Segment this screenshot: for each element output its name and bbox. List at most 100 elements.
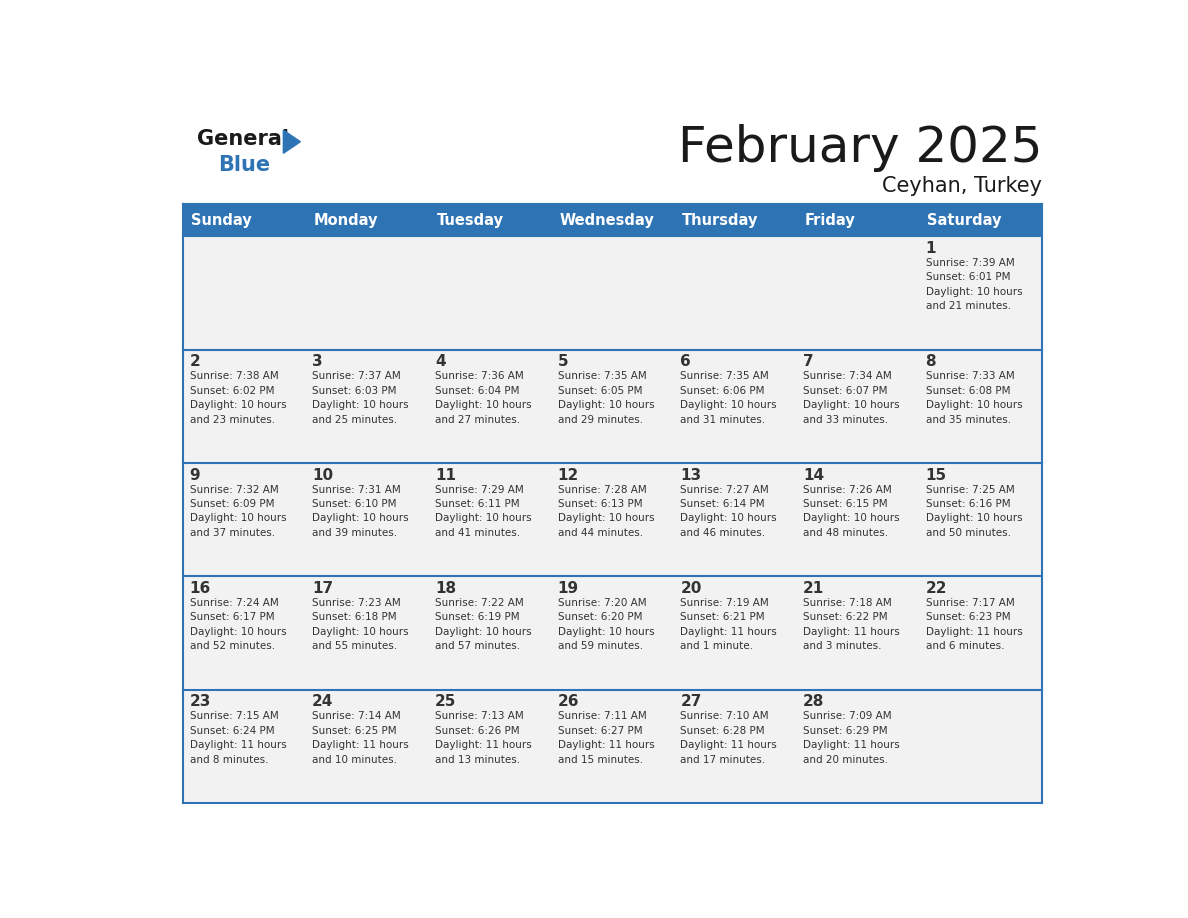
Text: Sunrise: 7:32 AM
Sunset: 6:09 PM
Daylight: 10 hours
and 37 minutes.: Sunrise: 7:32 AM Sunset: 6:09 PM Dayligh… bbox=[190, 485, 286, 538]
Text: Sunrise: 7:19 AM
Sunset: 6:21 PM
Daylight: 11 hours
and 1 minute.: Sunrise: 7:19 AM Sunset: 6:21 PM Dayligh… bbox=[681, 598, 777, 651]
Bar bbox=[183, 689, 307, 803]
Text: Sunrise: 7:31 AM
Sunset: 6:10 PM
Daylight: 10 hours
and 39 minutes.: Sunrise: 7:31 AM Sunset: 6:10 PM Dayligh… bbox=[312, 485, 409, 538]
Bar bbox=[920, 689, 1042, 803]
Text: Sunrise: 7:37 AM
Sunset: 6:03 PM
Daylight: 10 hours
and 25 minutes.: Sunrise: 7:37 AM Sunset: 6:03 PM Dayligh… bbox=[312, 372, 409, 424]
Text: 10: 10 bbox=[312, 468, 334, 483]
Text: Sunday: Sunday bbox=[191, 213, 252, 228]
Bar bbox=[183, 577, 307, 689]
Text: 5: 5 bbox=[557, 354, 568, 369]
Text: Sunrise: 7:20 AM
Sunset: 6:20 PM
Daylight: 10 hours
and 59 minutes.: Sunrise: 7:20 AM Sunset: 6:20 PM Dayligh… bbox=[557, 598, 655, 651]
Text: Sunrise: 7:11 AM
Sunset: 6:27 PM
Daylight: 11 hours
and 15 minutes.: Sunrise: 7:11 AM Sunset: 6:27 PM Dayligh… bbox=[557, 711, 655, 765]
Text: Sunrise: 7:09 AM
Sunset: 6:29 PM
Daylight: 11 hours
and 20 minutes.: Sunrise: 7:09 AM Sunset: 6:29 PM Dayligh… bbox=[803, 711, 899, 765]
Text: 9: 9 bbox=[190, 468, 201, 483]
Text: Sunrise: 7:13 AM
Sunset: 6:26 PM
Daylight: 11 hours
and 13 minutes.: Sunrise: 7:13 AM Sunset: 6:26 PM Dayligh… bbox=[435, 711, 532, 765]
Text: General: General bbox=[196, 129, 289, 150]
Text: Sunrise: 7:25 AM
Sunset: 6:16 PM
Daylight: 10 hours
and 50 minutes.: Sunrise: 7:25 AM Sunset: 6:16 PM Dayligh… bbox=[925, 485, 1022, 538]
Text: Wednesday: Wednesday bbox=[560, 213, 653, 228]
Text: 25: 25 bbox=[435, 694, 456, 710]
Text: Sunrise: 7:35 AM
Sunset: 6:06 PM
Daylight: 10 hours
and 31 minutes.: Sunrise: 7:35 AM Sunset: 6:06 PM Dayligh… bbox=[681, 372, 777, 424]
Bar bbox=[920, 350, 1042, 463]
Bar bbox=[797, 463, 920, 577]
Text: Sunrise: 7:35 AM
Sunset: 6:05 PM
Daylight: 10 hours
and 29 minutes.: Sunrise: 7:35 AM Sunset: 6:05 PM Dayligh… bbox=[557, 372, 655, 424]
Text: Sunrise: 7:14 AM
Sunset: 6:25 PM
Daylight: 11 hours
and 10 minutes.: Sunrise: 7:14 AM Sunset: 6:25 PM Dayligh… bbox=[312, 711, 409, 765]
Text: 18: 18 bbox=[435, 581, 456, 596]
Bar bbox=[797, 237, 920, 350]
Text: Sunrise: 7:36 AM
Sunset: 6:04 PM
Daylight: 10 hours
and 27 minutes.: Sunrise: 7:36 AM Sunset: 6:04 PM Dayligh… bbox=[435, 372, 531, 424]
Text: Ceyhan, Turkey: Ceyhan, Turkey bbox=[881, 175, 1042, 196]
Bar bbox=[920, 237, 1042, 350]
Text: 8: 8 bbox=[925, 354, 936, 369]
Bar bbox=[429, 577, 551, 689]
Text: 11: 11 bbox=[435, 468, 456, 483]
Text: 20: 20 bbox=[681, 581, 702, 596]
Text: Sunrise: 7:38 AM
Sunset: 6:02 PM
Daylight: 10 hours
and 23 minutes.: Sunrise: 7:38 AM Sunset: 6:02 PM Dayligh… bbox=[190, 372, 286, 424]
Bar bbox=[429, 350, 551, 463]
Bar bbox=[307, 689, 429, 803]
Bar bbox=[183, 463, 307, 577]
Bar bbox=[429, 689, 551, 803]
Text: Sunrise: 7:33 AM
Sunset: 6:08 PM
Daylight: 10 hours
and 35 minutes.: Sunrise: 7:33 AM Sunset: 6:08 PM Dayligh… bbox=[925, 372, 1022, 424]
Bar bbox=[674, 463, 797, 577]
Bar bbox=[674, 577, 797, 689]
Bar bbox=[674, 689, 797, 803]
Text: Sunrise: 7:18 AM
Sunset: 6:22 PM
Daylight: 11 hours
and 3 minutes.: Sunrise: 7:18 AM Sunset: 6:22 PM Dayligh… bbox=[803, 598, 899, 651]
Text: Sunrise: 7:22 AM
Sunset: 6:19 PM
Daylight: 10 hours
and 57 minutes.: Sunrise: 7:22 AM Sunset: 6:19 PM Dayligh… bbox=[435, 598, 531, 651]
Text: Sunrise: 7:17 AM
Sunset: 6:23 PM
Daylight: 11 hours
and 6 minutes.: Sunrise: 7:17 AM Sunset: 6:23 PM Dayligh… bbox=[925, 598, 1023, 651]
Text: 24: 24 bbox=[312, 694, 334, 710]
Bar bbox=[674, 350, 797, 463]
Bar bbox=[797, 350, 920, 463]
Text: Sunrise: 7:34 AM
Sunset: 6:07 PM
Daylight: 10 hours
and 33 minutes.: Sunrise: 7:34 AM Sunset: 6:07 PM Dayligh… bbox=[803, 372, 899, 424]
Bar bbox=[797, 689, 920, 803]
Bar bbox=[307, 237, 429, 350]
Bar bbox=[307, 577, 429, 689]
Bar bbox=[551, 237, 674, 350]
Text: Tuesday: Tuesday bbox=[436, 213, 504, 228]
Bar bbox=[551, 689, 674, 803]
Text: Sunrise: 7:39 AM
Sunset: 6:01 PM
Daylight: 10 hours
and 21 minutes.: Sunrise: 7:39 AM Sunset: 6:01 PM Dayligh… bbox=[925, 258, 1022, 311]
Text: 23: 23 bbox=[190, 694, 211, 710]
Bar bbox=[674, 237, 797, 350]
Text: Sunrise: 7:26 AM
Sunset: 6:15 PM
Daylight: 10 hours
and 48 minutes.: Sunrise: 7:26 AM Sunset: 6:15 PM Dayligh… bbox=[803, 485, 899, 538]
Text: 17: 17 bbox=[312, 581, 334, 596]
Bar bbox=[183, 350, 307, 463]
Text: 28: 28 bbox=[803, 694, 824, 710]
Text: 6: 6 bbox=[681, 354, 691, 369]
Bar bbox=[183, 204, 1042, 237]
Text: 3: 3 bbox=[312, 354, 323, 369]
Text: 26: 26 bbox=[557, 694, 579, 710]
Text: 27: 27 bbox=[681, 694, 702, 710]
Text: 4: 4 bbox=[435, 354, 446, 369]
Bar bbox=[920, 577, 1042, 689]
Bar bbox=[429, 237, 551, 350]
Text: Sunrise: 7:29 AM
Sunset: 6:11 PM
Daylight: 10 hours
and 41 minutes.: Sunrise: 7:29 AM Sunset: 6:11 PM Dayligh… bbox=[435, 485, 531, 538]
Text: Friday: Friday bbox=[804, 213, 855, 228]
Text: Thursday: Thursday bbox=[682, 213, 758, 228]
Text: 22: 22 bbox=[925, 581, 947, 596]
Bar bbox=[551, 350, 674, 463]
Text: Saturday: Saturday bbox=[927, 213, 1001, 228]
Text: Sunrise: 7:10 AM
Sunset: 6:28 PM
Daylight: 11 hours
and 17 minutes.: Sunrise: 7:10 AM Sunset: 6:28 PM Dayligh… bbox=[681, 711, 777, 765]
Bar bbox=[307, 350, 429, 463]
Text: Blue: Blue bbox=[219, 155, 271, 174]
Text: 16: 16 bbox=[190, 581, 210, 596]
Bar bbox=[307, 463, 429, 577]
Polygon shape bbox=[284, 130, 301, 153]
Text: Sunrise: 7:24 AM
Sunset: 6:17 PM
Daylight: 10 hours
and 52 minutes.: Sunrise: 7:24 AM Sunset: 6:17 PM Dayligh… bbox=[190, 598, 286, 651]
Text: Sunrise: 7:27 AM
Sunset: 6:14 PM
Daylight: 10 hours
and 46 minutes.: Sunrise: 7:27 AM Sunset: 6:14 PM Dayligh… bbox=[681, 485, 777, 538]
Bar bbox=[797, 577, 920, 689]
Bar bbox=[429, 463, 551, 577]
Text: 1: 1 bbox=[925, 241, 936, 256]
Text: 14: 14 bbox=[803, 468, 824, 483]
Bar bbox=[920, 463, 1042, 577]
Bar bbox=[551, 577, 674, 689]
Text: 15: 15 bbox=[925, 468, 947, 483]
Bar bbox=[183, 237, 307, 350]
Text: Monday: Monday bbox=[314, 213, 378, 228]
Text: 21: 21 bbox=[803, 581, 824, 596]
Text: 13: 13 bbox=[681, 468, 701, 483]
Text: 12: 12 bbox=[557, 468, 579, 483]
Text: February 2025: February 2025 bbox=[677, 124, 1042, 172]
Text: 7: 7 bbox=[803, 354, 814, 369]
Bar bbox=[551, 463, 674, 577]
Text: Sunrise: 7:23 AM
Sunset: 6:18 PM
Daylight: 10 hours
and 55 minutes.: Sunrise: 7:23 AM Sunset: 6:18 PM Dayligh… bbox=[312, 598, 409, 651]
